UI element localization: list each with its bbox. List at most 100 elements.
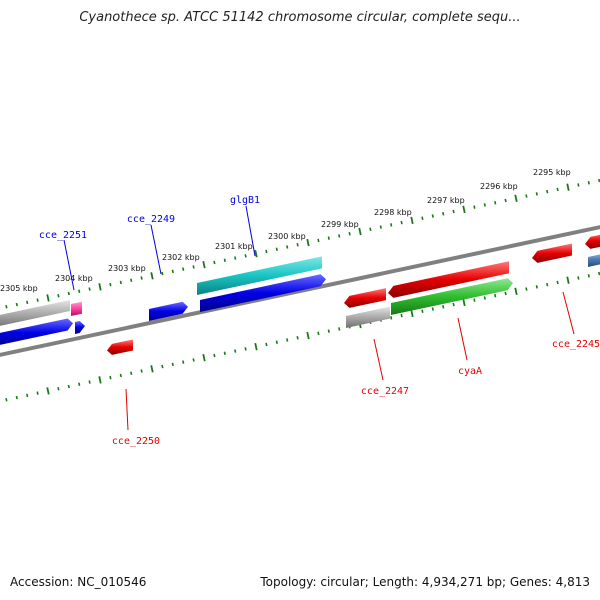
minor-tick	[452, 302, 455, 307]
gene-label-cce-2249[interactable]: cce_2249	[127, 214, 175, 225]
gene-blue-glgb1[interactable]	[200, 274, 326, 312]
tick-label: 2301 kbp	[215, 242, 253, 251]
minor-tick	[535, 285, 538, 289]
major-tick	[150, 365, 154, 373]
minor-tick	[67, 384, 70, 389]
minor-tick	[192, 265, 195, 269]
gene-blue-2249[interactable]	[149, 301, 188, 321]
minor-tick	[161, 364, 164, 369]
minor-tick	[244, 347, 247, 351]
minor-tick	[275, 247, 278, 251]
major-tick	[254, 342, 258, 351]
tick-label: 2303 kbp	[108, 264, 146, 273]
gene-red-2246[interactable]	[388, 261, 509, 298]
gene-gray-left[interactable]	[0, 300, 70, 328]
tick-label: 2295 kbp	[533, 168, 571, 177]
gene-label-leaders	[63, 205, 575, 431]
major-tick	[46, 294, 50, 302]
major-tick	[98, 283, 102, 291]
minor-tick	[535, 192, 538, 196]
major-tick	[462, 298, 466, 307]
gene-red-2244[interactable]	[532, 243, 572, 263]
minor-tick	[494, 200, 497, 205]
minor-tick	[587, 181, 590, 185]
minor-tick	[494, 293, 497, 298]
minor-tick	[296, 336, 299, 340]
minor-tick	[171, 269, 174, 274]
minor-tick	[265, 249, 268, 254]
major-tick	[150, 272, 154, 280]
gene-label-glgb1[interactable]: glgB1	[230, 195, 260, 206]
gene-cyan-glgb1[interactable]	[197, 256, 322, 295]
tick-label: 2300 kbp	[268, 232, 306, 241]
gene-red-2250[interactable]	[107, 339, 133, 355]
minor-tick	[213, 353, 216, 358]
minor-tick	[88, 287, 91, 291]
minor-tick	[556, 187, 559, 192]
outer-tick-ruler	[5, 178, 600, 309]
minor-tick	[140, 369, 143, 373]
leader-line	[245, 205, 256, 257]
minor-tick	[431, 214, 434, 218]
minor-tick	[431, 307, 434, 311]
tick-label: 2299 kbp	[321, 220, 359, 229]
minor-tick	[119, 280, 122, 285]
minor-tick	[296, 243, 299, 247]
gene-label-cce-2247[interactable]: cce_2247	[361, 386, 409, 397]
minor-tick	[504, 291, 507, 296]
minor-tick	[15, 302, 18, 307]
minor-tick	[327, 329, 330, 333]
minor-tick	[400, 220, 403, 225]
gene-steel[interactable]	[588, 252, 600, 267]
major-tick	[566, 183, 570, 191]
leader-line	[457, 317, 468, 361]
tick-label: 2297 kbp	[427, 196, 465, 205]
gene-label-cce-2245[interactable]: cce_2245	[552, 339, 600, 350]
minor-tick	[78, 382, 81, 387]
gene-pink[interactable]	[71, 301, 82, 316]
tick-label: 2305 kbp	[0, 284, 38, 293]
minor-tick	[421, 216, 424, 220]
minor-tick	[442, 212, 445, 216]
minor-tick	[244, 254, 247, 258]
minor-tick	[317, 238, 320, 243]
minor-tick	[525, 194, 528, 198]
major-tick	[566, 276, 570, 284]
kbp-tick-labels: 2305 kbp 2304 kbp 2303 kbp 2302 kbp 2301 kbp…	[0, 168, 571, 293]
minor-tick	[36, 298, 39, 302]
minor-tick	[67, 291, 70, 296]
gene-red-2247-upper[interactable]	[344, 288, 386, 308]
minor-tick	[338, 327, 341, 331]
major-tick	[98, 376, 102, 384]
minor-tick	[483, 296, 486, 300]
gene-green-cyaa[interactable]	[391, 278, 513, 315]
major-tick	[254, 249, 258, 258]
minor-tick	[57, 293, 60, 298]
leader-line	[562, 291, 575, 335]
gene-label-cce-2251[interactable]: cce_2251	[39, 230, 87, 241]
major-tick	[358, 227, 362, 236]
gene-gray-2247[interactable]	[346, 306, 390, 328]
gene-red-2243[interactable]	[585, 233, 600, 249]
gene-label-cyaa[interactable]: cyaA	[458, 366, 482, 377]
gene-blue-left[interactable]	[0, 318, 73, 348]
gene-blue-2251[interactable]	[75, 321, 85, 334]
minor-tick	[57, 386, 60, 391]
minor-tick	[234, 349, 237, 353]
gene-label-cce-2250[interactable]: cce_2250	[112, 436, 160, 447]
accession-text: Accession: NC_010546	[10, 575, 147, 589]
minor-tick	[442, 305, 445, 309]
minor-tick	[182, 360, 185, 364]
minor-tick	[223, 258, 226, 263]
major-tick	[306, 331, 310, 340]
major-tick	[306, 238, 310, 247]
minor-tick	[390, 316, 393, 320]
minor-tick	[400, 313, 403, 318]
minor-tick	[577, 183, 580, 187]
major-tick	[514, 194, 518, 203]
minor-tick	[130, 371, 133, 375]
minor-tick	[473, 298, 476, 302]
minor-tick	[598, 271, 600, 276]
minor-tick	[140, 276, 143, 280]
